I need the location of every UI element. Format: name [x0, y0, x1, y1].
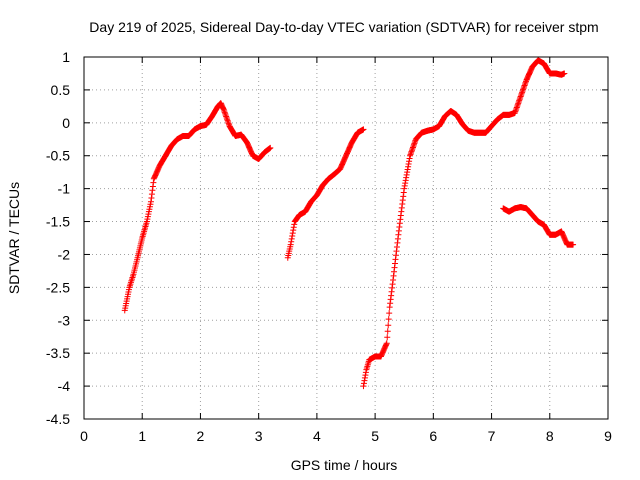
y-axis-label: SDTVAR / TECUs [6, 182, 22, 294]
x-tick-label: 8 [546, 428, 554, 444]
y-tick-label: -2 [58, 246, 71, 262]
data-point [561, 70, 568, 77]
x-tick-label: 7 [488, 428, 496, 444]
x-tick-label: 5 [371, 428, 379, 444]
data-point [267, 144, 274, 151]
data-point [289, 230, 296, 237]
data-point [385, 322, 392, 329]
y-tick-label: -3 [58, 312, 71, 328]
plot-frame [83, 56, 609, 420]
y-tick-label: 1 [62, 49, 70, 65]
y-tick-label: 0 [62, 115, 70, 131]
x-tick-label: 4 [313, 428, 321, 444]
y-tick-label: -1 [58, 181, 71, 197]
data-point [384, 328, 391, 335]
series-arc-1 [121, 100, 274, 314]
y-tick-label: -2.5 [46, 279, 70, 295]
data-point [291, 221, 298, 228]
axis-ticks: 0 1 2 3 4 5 6 7 8 9 1 0.5 0 -0.5 -1 -1.5 -2 -2.5 -3 -3.5 -4 -… [46, 49, 612, 444]
y-tick-label: -4 [58, 378, 71, 394]
grid-lines [84, 57, 608, 419]
data-point [360, 126, 367, 133]
data-point [386, 310, 393, 317]
x-tick-label: 2 [197, 428, 205, 444]
series-arc-3 [360, 57, 568, 390]
y-tick-label: -1.5 [46, 214, 70, 230]
x-tick-label: 9 [604, 428, 612, 444]
x-axis-label: GPS time / hours [291, 457, 398, 473]
data-point [290, 224, 297, 231]
data-point [288, 238, 295, 245]
series-arc-2 [284, 126, 367, 261]
data-point [287, 241, 294, 248]
data-point [384, 334, 391, 341]
x-tick-label: 1 [138, 428, 146, 444]
y-tick-label: -4.5 [46, 411, 70, 427]
data-point [385, 316, 392, 323]
x-tick-label: 6 [429, 428, 437, 444]
x-tick-label: 0 [80, 428, 88, 444]
data-series [121, 57, 577, 390]
data-point [570, 241, 577, 248]
data-point [289, 232, 296, 239]
y-tick-label: 0.5 [51, 82, 71, 98]
data-point [383, 340, 390, 347]
x-tick-label: 3 [255, 428, 263, 444]
chart-title: Day 219 of 2025, Sidereal Day-to-day VTE… [89, 19, 598, 35]
series-arc-4 [500, 204, 577, 248]
y-tick-label: -0.5 [46, 148, 70, 164]
data-point [288, 235, 295, 242]
data-point [290, 227, 297, 234]
y-tick-label: -3.5 [46, 345, 70, 361]
